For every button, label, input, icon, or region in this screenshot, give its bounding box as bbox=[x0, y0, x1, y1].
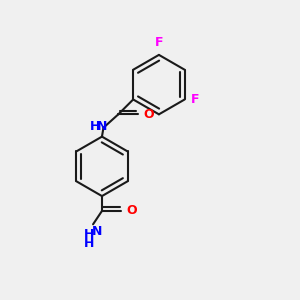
Text: F: F bbox=[191, 93, 200, 106]
Text: H: H bbox=[90, 120, 100, 133]
Text: F: F bbox=[155, 36, 163, 49]
Text: N: N bbox=[97, 120, 107, 133]
Text: O: O bbox=[143, 108, 154, 121]
Text: H: H bbox=[84, 228, 95, 241]
Text: O: O bbox=[127, 204, 137, 218]
Text: N: N bbox=[92, 225, 102, 238]
Text: H: H bbox=[84, 237, 95, 250]
